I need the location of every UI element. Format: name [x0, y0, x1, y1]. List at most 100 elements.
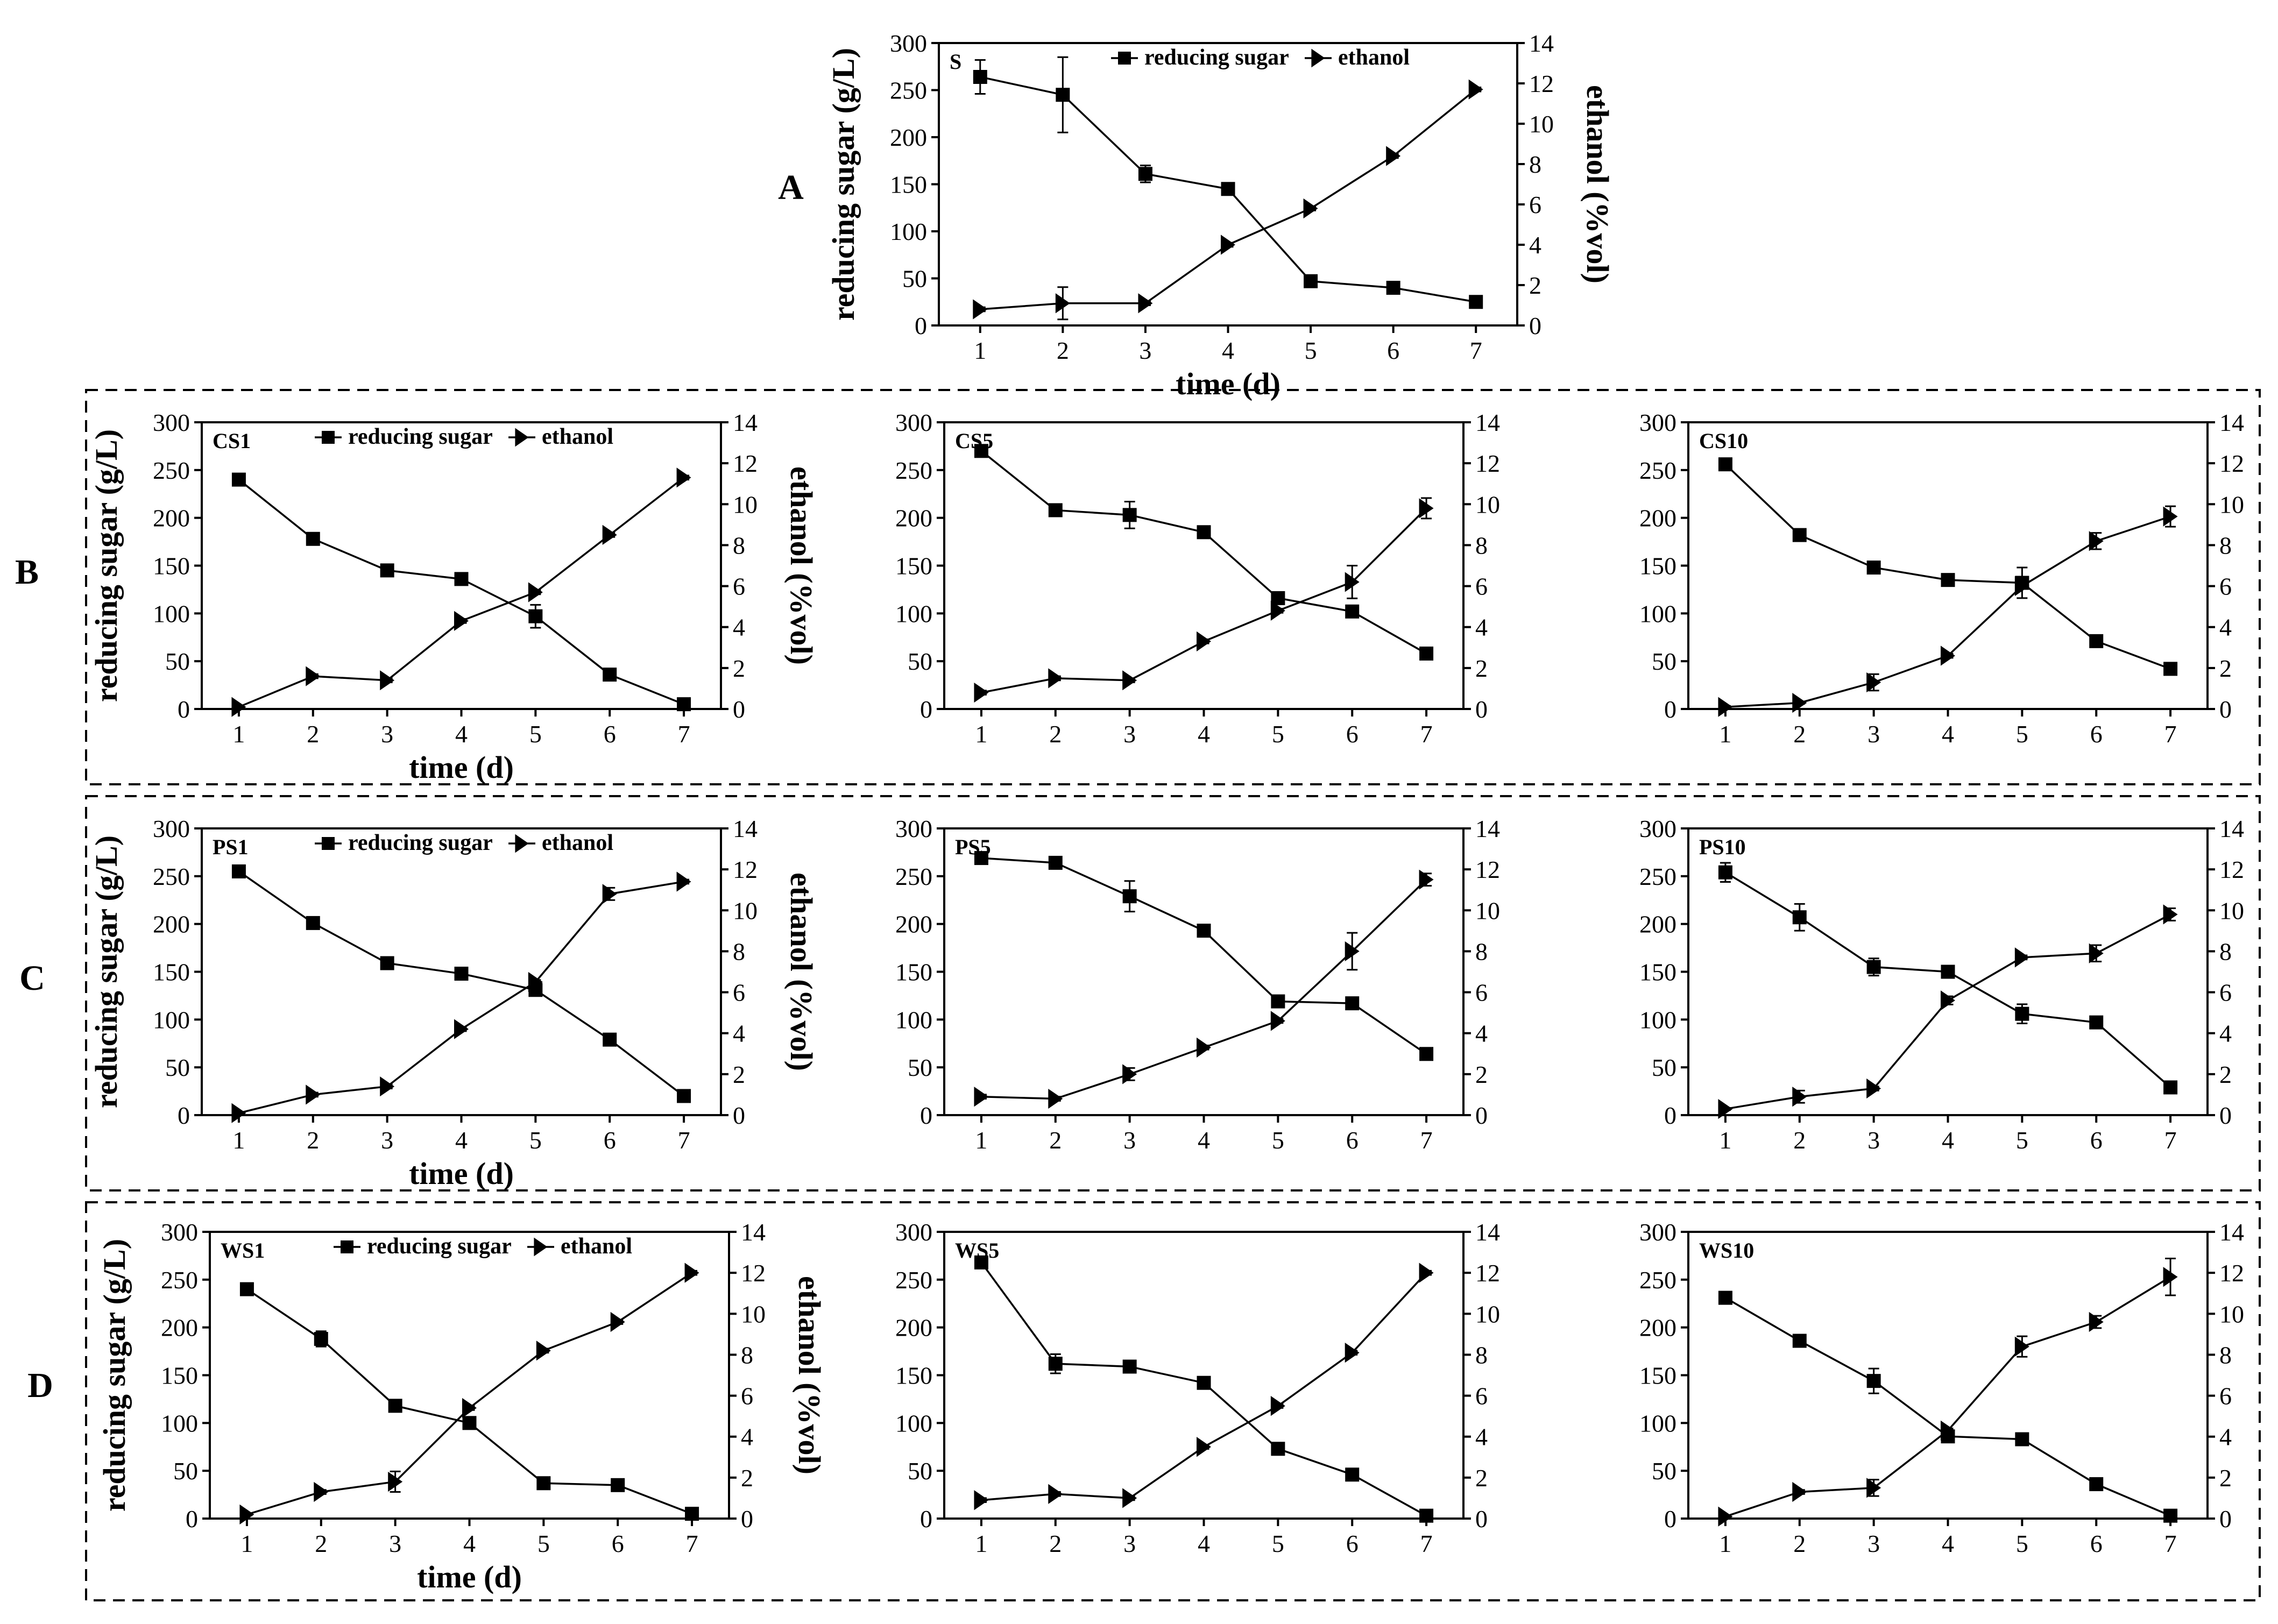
- ps10-y2-tick-label: 12: [2219, 856, 2244, 883]
- ws5-ethanol-point: [1270, 1396, 1285, 1416]
- ps10-reducing-sugar-point: [2015, 1006, 2029, 1021]
- ws1-legend-sugar-marker: [341, 1240, 353, 1253]
- ps1-x-tick-label: 3: [381, 1126, 393, 1154]
- cs10-plot-frame: [1687, 421, 2209, 710]
- s-y2-axis-title: ethanol (%vol): [1580, 85, 1615, 283]
- ws5-reducing-sugar-point: [974, 1255, 988, 1270]
- ps1-reducing-sugar-point: [677, 1089, 691, 1103]
- ws1-y-axis-title: reducing sugar (g/L): [97, 1239, 132, 1512]
- ps1-ethanol-line: [238, 881, 684, 1114]
- ps10-y-tick-label: 250: [1639, 863, 1676, 890]
- ws10-ethanol-point: [1866, 1478, 1881, 1498]
- ps10-ethanol-line: [1725, 913, 2171, 1110]
- s-legend-ethanol-marker: [1311, 48, 1325, 68]
- ps10-y-tick-label: 100: [1639, 1006, 1676, 1033]
- cs1-y2-tick-label: 12: [733, 450, 758, 477]
- cs1-ethanol-point: [306, 666, 321, 686]
- ps1-ethanol-point: [528, 971, 543, 992]
- s-ethanol-point: [1386, 146, 1401, 166]
- s-y2-tick-label: 14: [1529, 30, 1554, 57]
- ws10-ethanol-point: [1792, 1481, 1807, 1502]
- s-y-tick-label: 200: [890, 124, 927, 151]
- cs1-ethanol-point: [528, 582, 543, 602]
- ws5-ethanol-point: [1419, 1263, 1434, 1283]
- ps5-y2-tick-label: 10: [1475, 897, 1500, 924]
- cs10-ethanol-point: [2089, 531, 2104, 551]
- row-c-dashed-box: [85, 795, 2261, 1192]
- cs5-y-tick-label: 250: [895, 457, 932, 484]
- cs1-ethanol-point: [231, 697, 246, 717]
- ps10-y-tick-label: 300: [1639, 815, 1676, 842]
- cs1-y-axis-title: reducing sugar (g/L): [89, 429, 124, 702]
- cs5-x-tick-label: 2: [1049, 720, 1062, 748]
- cs10-x-tick-label: 7: [2164, 720, 2177, 748]
- ps10-y2-tick-label: 2: [2219, 1061, 2232, 1088]
- cs5-x-tick-label: 3: [1123, 720, 1136, 748]
- cs5-reducing-sugar-point: [1048, 503, 1063, 517]
- ps10-y-tick-label: 200: [1639, 911, 1676, 938]
- chart-panel-ps1: 1 2 3 4 5 6 705010015020025030002468101214time…: [89, 815, 819, 1191]
- ps10-ethanol-point: [1792, 1087, 1807, 1107]
- ps1-y2-tick-label: 8: [733, 938, 745, 965]
- ps1-y2-axis-title: ethanol (%vol): [784, 873, 819, 1071]
- cs5-reducing-sugar-line: [980, 450, 1427, 655]
- ws1-ethanol-line: [246, 1272, 693, 1516]
- ps5-ethanol-point: [1197, 1037, 1211, 1058]
- ps5-reducing-sugar-point: [974, 851, 988, 866]
- ps10-reducing-sugar-point: [1718, 865, 1732, 880]
- ws5-y2-tick-label: 8: [1475, 1341, 1488, 1368]
- ps1-y-axis-title: reducing sugar (g/L): [89, 835, 124, 1108]
- ps5-y-tick-label: 300: [895, 815, 932, 842]
- ps10-reducing-sugar-point: [1792, 910, 1807, 925]
- ws10-ethanol-line: [1725, 1276, 2171, 1517]
- ws5-y2-tick-label: 12: [1475, 1259, 1500, 1287]
- ws1-y-tick-label: 0: [186, 1505, 198, 1533]
- ws10-x-tick-label: 2: [1793, 1530, 1806, 1557]
- cs5-ethanol-point: [1122, 670, 1137, 691]
- s-x-tick-label: 7: [1470, 337, 1482, 364]
- cs10-ethanol-point: [1792, 692, 1807, 713]
- cs1-x-tick-label: 5: [529, 720, 542, 748]
- ws5-x-tick-label: 7: [1420, 1530, 1433, 1557]
- ws5-y2-tick-label: 2: [1475, 1464, 1488, 1492]
- cs10-y-tick-label: 150: [1639, 552, 1676, 580]
- ws1-reducing-sugar-point: [685, 1507, 699, 1521]
- ws1-x-tick-label: 4: [463, 1530, 476, 1557]
- ws10-reducing-sugar-point: [1718, 1290, 1732, 1305]
- ws5-reducing-sugar-point: [1197, 1375, 1211, 1390]
- s-legend-ethanol-label: ethanol: [1338, 45, 1410, 70]
- ps5-y2-tick-label: 14: [1475, 815, 1500, 842]
- ws10-x-tick-label: 3: [1867, 1530, 1880, 1557]
- ps1-y2-tick-label: 2: [733, 1061, 745, 1088]
- ws1-plot-frame: [209, 1231, 730, 1520]
- ps10-reducing-sugar-line: [1725, 871, 2171, 1088]
- ws5-x-tick-label: 6: [1346, 1530, 1359, 1557]
- ps5-reducing-sugar-point: [1419, 1047, 1434, 1061]
- cs1-y-tick-label: 300: [153, 409, 190, 436]
- ws1-x-axis-title: time (d): [417, 1559, 522, 1594]
- cs1-y-tick-label: 150: [153, 552, 190, 580]
- cs1-y-tick-label: 250: [153, 457, 190, 484]
- ws10-y-tick-label: 300: [1639, 1218, 1676, 1246]
- ws5-y-tick-label: 50: [908, 1457, 932, 1485]
- row-d-dashed-box: [85, 1201, 2261, 1601]
- cs1-legend-ethanol-label: ethanol: [542, 424, 613, 449]
- ws1-x-tick-label: 6: [612, 1530, 624, 1557]
- s-x-tick-label: 3: [1139, 337, 1151, 364]
- chart-panel-ws1: 1 2 3 4 5 6 705010015020025030002468101214time…: [97, 1218, 827, 1594]
- ps1-legend: reducing sugar ethanol: [315, 831, 613, 855]
- ws1-x-tick-label: 5: [537, 1530, 550, 1557]
- s-y-tick-label: 100: [890, 218, 927, 245]
- ws1-ethanol-point: [684, 1263, 699, 1283]
- ps5-x-tick-label: 3: [1123, 1126, 1136, 1154]
- cs5-y2-tick-label: 14: [1475, 409, 1500, 436]
- s-reducing-sugar-point: [1304, 274, 1318, 288]
- ws1-ethanol-point: [239, 1504, 254, 1524]
- ws1-legend-sugar-label: reducing sugar: [367, 1234, 512, 1259]
- ws10-ethanol-point: [2163, 1267, 2178, 1287]
- ps5-ethanol-point: [1270, 1011, 1285, 1031]
- ps1-legend-ethanol-marker: [515, 834, 529, 853]
